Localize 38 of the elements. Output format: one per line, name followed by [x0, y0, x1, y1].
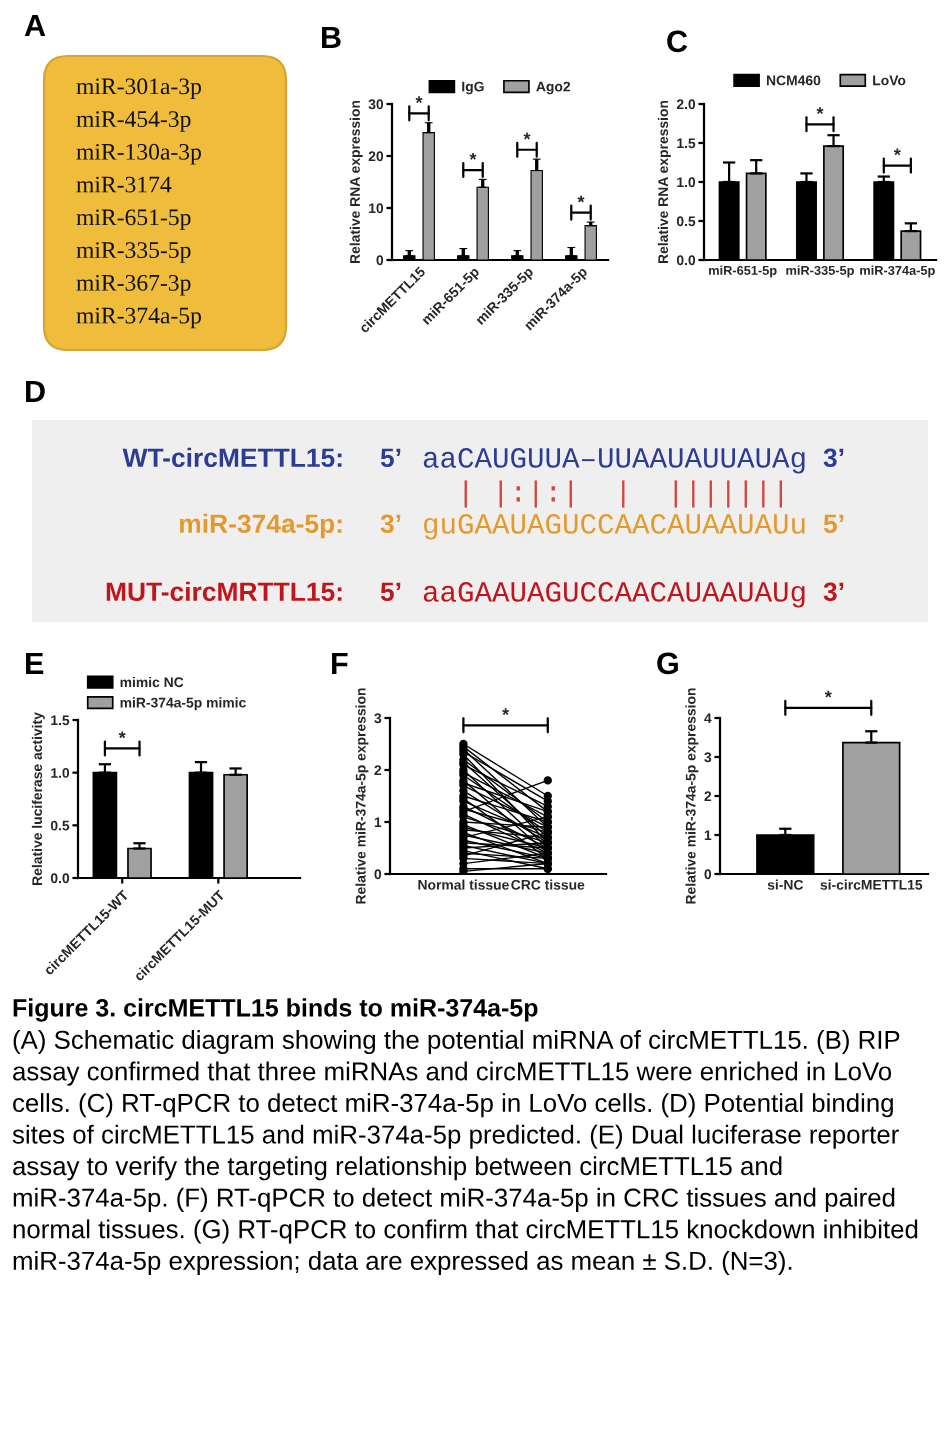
annotation: *: [469, 153, 477, 160]
text: *: [415, 96, 423, 104]
text: *: [824, 690, 832, 698]
text: D: [26, 380, 45, 402]
text: WT-circMETTL15:: [122, 447, 342, 468]
text: Figure 3. circMETTL15 binds to miR-374a-5p: [13, 998, 538, 1022]
text: miR-130a-3p: [76, 143, 201, 165]
text: miR-651-5p: [76, 209, 191, 231]
text: | |:|:| | |||||||: [464, 480, 782, 508]
text: 5’: [380, 448, 401, 468]
chart-title: B: [322, 26, 341, 48]
annotation: *: [577, 195, 585, 203]
text: 5’: [380, 582, 401, 602]
text: 3’: [823, 582, 844, 602]
text: aaGAAUAGUCCAACAUAAUAUg: [423, 582, 805, 608]
text: 5’: [823, 514, 844, 534]
text: aaCAUGUUA–UUAAUAUUAUAg: [423, 448, 805, 474]
text: miR-3174: [76, 176, 172, 193]
text: miR-374a-5p:: [180, 513, 342, 539]
annotation: *: [523, 132, 531, 140]
annotation: *: [816, 107, 824, 114]
text: 3’: [380, 514, 401, 534]
text: miR-367-3p: [76, 274, 191, 296]
text: *: [502, 708, 510, 715]
text: (A) Schematic diagram showing the potential miRNA of circMETTL15. (B) RIP assay confirmed that three miRNAs and circMETTL15 were enriched in LoVo cells. (C) RT-qPCR to detect miR-374a-5p in LoVo cells. (D) Potential binding sites of circMETTL15 and miR-374a-5p predicted. (E) Dual luciferase reporter assay to verify the targeting relationship between circMETTL15 and miR-374a-5p. (F) RT-qPCR to detect miR-374a-5p in CRC tissues and paired normal tissues. (G) RT-qPCR to confirm that circMETTL15 knockdown inhibited miR-374a-5p expression; data are expressed as mean ± S.D. (N=3).: [12, 1030, 918, 1276]
text: MUT-circMRTTL15:: [106, 581, 342, 602]
text: guGAAUAGUCCAACAUAAUAUu: [424, 514, 805, 540]
chart-title: F: [332, 652, 348, 674]
chart-title: C: [667, 30, 688, 53]
annotation: *: [118, 731, 126, 739]
text: miR-301a-3p: [76, 78, 201, 100]
text: miR-454-3p: [76, 111, 191, 132]
text: miR-335-5p: [76, 242, 191, 263]
chart-title: E: [26, 652, 44, 674]
annotation: *: [893, 148, 901, 156]
chart-title: G: [657, 652, 678, 675]
text: A: [24, 14, 46, 36]
text: 3’: [823, 448, 844, 468]
